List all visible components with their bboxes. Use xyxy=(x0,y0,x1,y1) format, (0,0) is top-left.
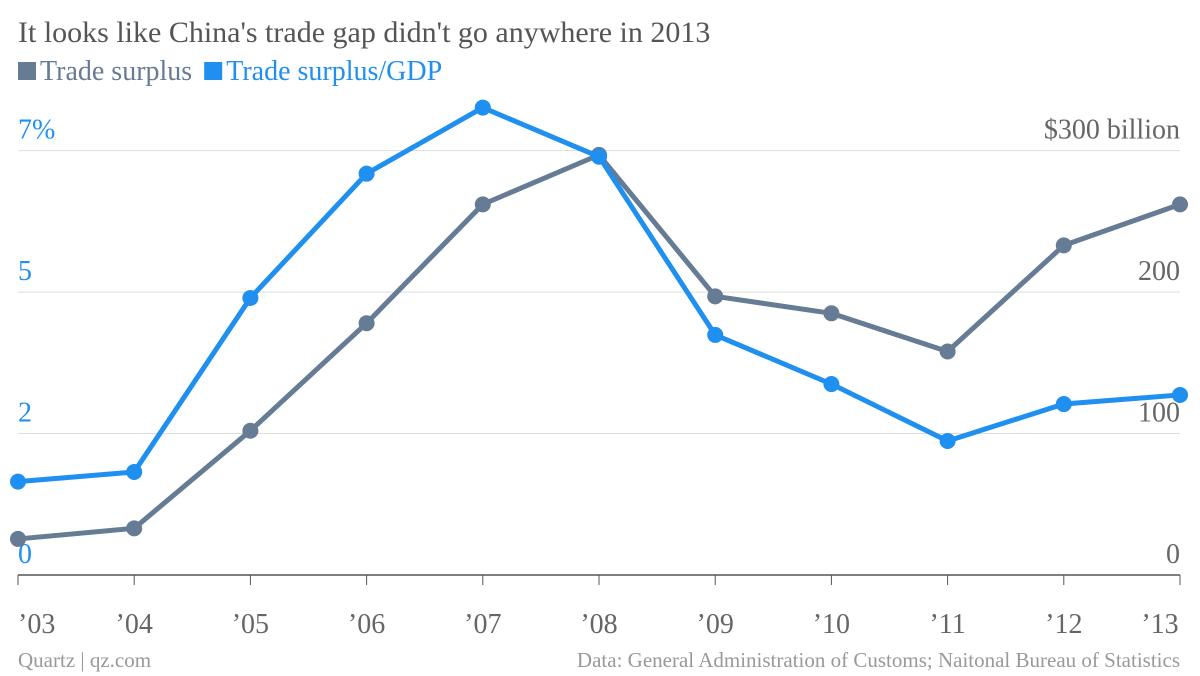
point xyxy=(474,99,491,116)
series-line xyxy=(17,152,1181,542)
y2-tick-label: 200 xyxy=(1138,256,1180,287)
x-tick-label: ’03 xyxy=(18,609,55,640)
point xyxy=(10,530,26,547)
point xyxy=(10,473,26,490)
point xyxy=(591,148,607,165)
point xyxy=(707,288,724,305)
point xyxy=(939,433,956,450)
point xyxy=(242,289,259,306)
point xyxy=(358,315,375,332)
chart-title: It looks like China's trade gap didn't g… xyxy=(18,16,710,49)
legend-label: Trade surplus/GDP xyxy=(226,56,442,87)
source-right: Data: General Administration of Customs;… xyxy=(577,648,1180,672)
x-tick-label: ’06 xyxy=(348,609,385,640)
point xyxy=(823,376,840,393)
point xyxy=(1172,196,1188,213)
y-tick-label: 2 xyxy=(18,398,32,429)
point xyxy=(707,326,724,343)
point xyxy=(358,165,375,182)
legend-label: Trade surplus xyxy=(40,56,192,87)
point xyxy=(1172,386,1188,403)
legend-swatch xyxy=(18,62,36,80)
x-tick-label: ’12 xyxy=(1045,609,1082,640)
point xyxy=(126,463,143,480)
point xyxy=(1055,396,1072,413)
x-tick-label: ’04 xyxy=(116,609,153,640)
x-tick-label: ’07 xyxy=(464,609,501,640)
x-tick-label: ’13 xyxy=(1141,609,1178,640)
y-tick-label: 7% xyxy=(18,115,55,146)
point xyxy=(474,196,491,213)
x-tick-label: ’05 xyxy=(232,609,269,640)
y2-tick-label: 0 xyxy=(1166,539,1180,570)
y-tick-label: 0 xyxy=(18,539,32,570)
source-left: Quartz | qz.com xyxy=(18,648,151,672)
legend-swatch xyxy=(204,62,223,80)
point xyxy=(823,305,840,322)
x-tick-label: ’08 xyxy=(580,609,617,640)
point xyxy=(126,520,143,537)
y-tick-label: 5 xyxy=(18,256,32,287)
x-tick-label: ’11 xyxy=(929,609,965,640)
x-tick-label: ’09 xyxy=(697,609,734,640)
y2-tick-label: $300 billion xyxy=(1044,115,1180,146)
point xyxy=(939,343,956,360)
point xyxy=(1055,237,1072,254)
point xyxy=(242,422,259,439)
y2-tick-label: 100 xyxy=(1138,398,1180,429)
x-tick-label: ’10 xyxy=(813,609,850,640)
